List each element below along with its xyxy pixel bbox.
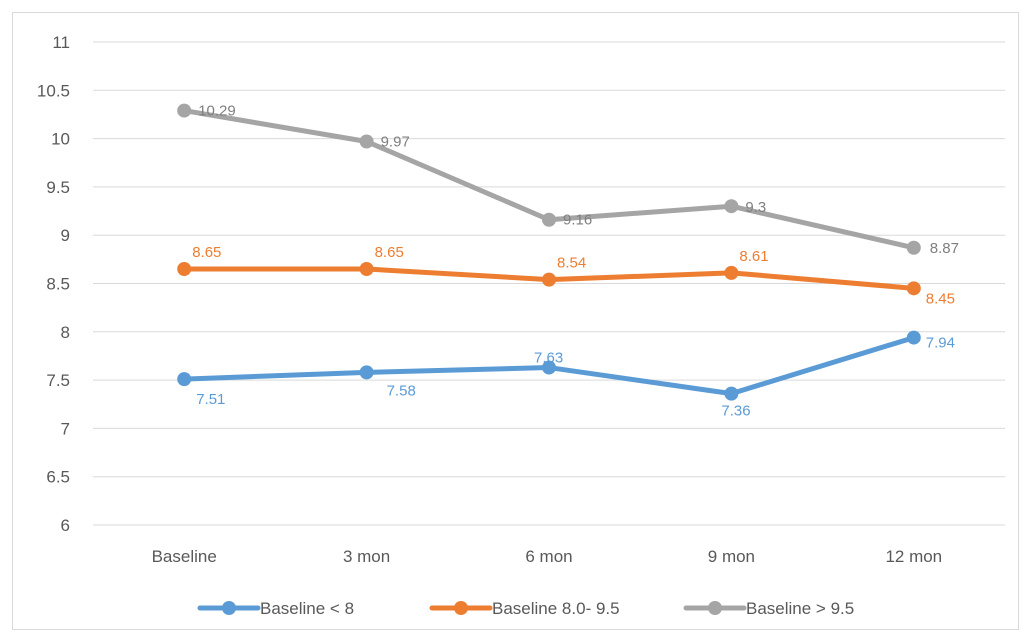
data-point	[177, 372, 192, 387]
y-tick-label: 10	[51, 130, 70, 149]
y-tick-label: 10.5	[37, 81, 70, 100]
y-tick-label: 11	[52, 33, 70, 52]
data-label: 8.65	[375, 244, 404, 261]
data-label: 7.51	[196, 391, 225, 408]
x-tick-label: Baseline	[152, 547, 217, 566]
data-point	[906, 330, 921, 345]
legend-label: Baseline < 8	[260, 599, 354, 618]
data-label: 7.36	[721, 403, 750, 420]
data-point	[724, 386, 739, 401]
data-label: 9.97	[381, 133, 410, 150]
data-point	[359, 365, 374, 380]
x-tick-label: 3 mon	[343, 547, 390, 566]
data-label: 7.94	[926, 335, 955, 352]
data-point	[542, 360, 556, 375]
y-tick-label: 6.5	[46, 468, 70, 487]
y-tick-label: 9	[61, 226, 70, 245]
y-tick-label: 7	[61, 419, 70, 438]
data-label: 8.61	[739, 248, 768, 265]
y-tick-label: 6	[61, 516, 70, 535]
data-label: 8.54	[557, 255, 586, 272]
y-tick-label: 8.5	[46, 275, 70, 294]
x-tick-label: 12 mon	[885, 547, 942, 566]
data-label: 7.63	[534, 350, 563, 367]
data-point	[542, 272, 556, 287]
data-label: 10.29	[198, 103, 236, 120]
legend-marker	[222, 601, 236, 615]
data-label: 9.3	[745, 199, 766, 216]
data-label: 8.65	[192, 244, 221, 261]
x-axis-ticks: Baseline 3 mon 6 mon 9 mon 12 mon	[152, 547, 943, 566]
y-tick-label: 7.5	[46, 371, 70, 390]
legend-label: Baseline 8.0- 9.5	[492, 599, 620, 618]
y-tick-label: 9.5	[46, 178, 70, 197]
x-tick-label: 9 mon	[708, 547, 755, 566]
data-point	[177, 262, 192, 277]
data-point	[906, 281, 921, 296]
data-labels: 7.51 7.58 7.63 7.36 7.94 8.65 8.65 8.54 8.61 8.45…	[192, 103, 959, 420]
data-label: 8.45	[926, 290, 955, 307]
x-tick-label: 6 mon	[525, 547, 572, 566]
data-point	[724, 199, 739, 214]
data-point	[177, 103, 192, 118]
legend-label: Baseline > 9.5	[746, 599, 854, 618]
data-point	[542, 212, 556, 227]
series-line	[181, 108, 917, 251]
legend-marker	[708, 601, 722, 615]
legend: Baseline < 8 Baseline 8.0- 9.5 Baseline > …	[197, 599, 854, 618]
data-label: 9.16	[563, 212, 592, 229]
data-label: 8.87	[930, 240, 959, 257]
data-point	[724, 265, 739, 280]
data-point	[359, 262, 374, 277]
data-point	[906, 240, 921, 255]
data-label: 7.58	[387, 382, 416, 399]
y-axis-ticks: 6 6.5 7 7.5 8 8.5 9 9.5 10 10.5 11	[37, 33, 70, 535]
data-point	[359, 134, 374, 149]
series-lines	[177, 103, 921, 401]
y-tick-label: 8	[61, 323, 70, 342]
legend-marker	[454, 601, 468, 615]
